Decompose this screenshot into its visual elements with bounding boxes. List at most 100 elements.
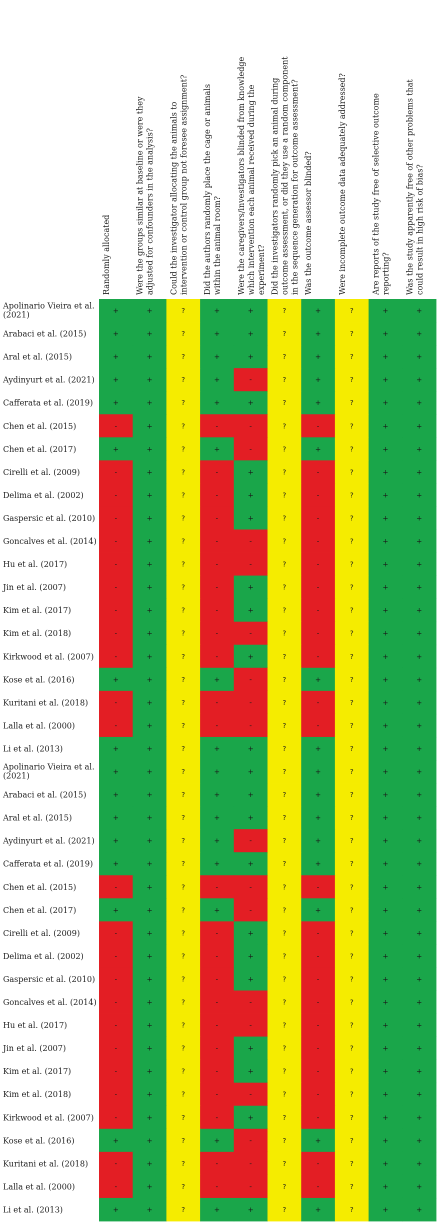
- rating-cell: [301, 967, 336, 991]
- rating-symbol: +: [315, 1206, 321, 1214]
- rating-cell: [267, 967, 302, 991]
- rating-symbol: +: [416, 561, 422, 569]
- rating-symbol: -: [317, 883, 320, 891]
- rating-symbol: -: [317, 1160, 320, 1168]
- rating-symbol: +: [383, 1068, 389, 1076]
- rating-cell: [402, 483, 437, 507]
- rating-symbol: +: [383, 906, 389, 914]
- rating-symbol: +: [383, 814, 389, 822]
- rating-symbol: ?: [350, 630, 354, 638]
- rating-symbol: +: [248, 929, 254, 937]
- study-label: Goncalves et al. (2014): [3, 537, 97, 546]
- rating-symbol: +: [383, 607, 389, 615]
- rating-symbol: +: [113, 906, 119, 914]
- rating-symbol: ?: [181, 837, 185, 845]
- rating-cell: [334, 1036, 369, 1061]
- rating-cell: [267, 345, 302, 369]
- rating-cell: [200, 299, 235, 323]
- rating-symbol: +: [416, 653, 422, 661]
- rating-symbol: +: [315, 307, 321, 315]
- rating-symbol: +: [315, 330, 321, 338]
- rating-symbol: +: [416, 538, 422, 546]
- rating-symbol: +: [416, 1160, 422, 1168]
- rating-symbol: -: [317, 1068, 320, 1076]
- rating-cell: [166, 898, 201, 922]
- rating-cell: [402, 783, 437, 807]
- rating-cell: [233, 1059, 268, 1084]
- rating-symbol: ?: [181, 1022, 185, 1030]
- rating-cell: [334, 760, 369, 784]
- rating-cell: [267, 575, 302, 600]
- rating-symbol: +: [248, 1045, 254, 1053]
- rating-cell: [166, 875, 201, 899]
- rating-cell: [166, 736, 201, 761]
- rating-symbol: -: [115, 699, 118, 707]
- rating-symbol: +: [214, 353, 220, 361]
- rating-cell: [368, 875, 403, 899]
- rating-symbol: +: [315, 353, 321, 361]
- rating-symbol: +: [113, 445, 119, 453]
- rating-symbol: -: [249, 837, 252, 845]
- rating-cell: [267, 1174, 302, 1199]
- rating-symbol: +: [147, 1160, 153, 1168]
- rating-symbol: ?: [181, 929, 185, 937]
- rating-cell: [166, 921, 201, 945]
- rating-cell: [99, 1059, 134, 1084]
- rating-cell: [402, 1105, 437, 1130]
- rating-cell: [200, 598, 235, 623]
- rating-symbol: ?: [181, 883, 185, 891]
- rating-cell: [166, 368, 201, 392]
- rating-symbol: ?: [282, 514, 286, 522]
- rating-cell: [132, 760, 167, 784]
- rating-cell: [334, 644, 369, 669]
- rating-cell: [200, 898, 235, 922]
- rating-symbol: +: [416, 768, 422, 776]
- rating-cell: [200, 483, 235, 507]
- rating-cell: [99, 299, 134, 323]
- rating-symbol: +: [416, 514, 422, 522]
- column-header: Could the investigator allocating the an…: [169, 75, 188, 295]
- rating-symbol: -: [249, 538, 252, 546]
- rating-cell: [132, 1059, 167, 1084]
- column-header: Were the caregivers/investigators blinde…: [237, 57, 266, 295]
- rating-symbol: +: [113, 1137, 119, 1145]
- rating-cell: [166, 1013, 201, 1037]
- rating-cell: [267, 1082, 302, 1107]
- rating-symbol: +: [416, 1091, 422, 1099]
- rating-symbol: ?: [282, 422, 286, 430]
- rating-symbol: ?: [181, 1137, 185, 1145]
- rating-symbol: -: [317, 975, 320, 983]
- rating-cell: [368, 368, 403, 392]
- rating-symbol: -: [216, 1183, 219, 1191]
- rating-symbol: +: [383, 561, 389, 569]
- rating-symbol: ?: [350, 1206, 354, 1214]
- rating-symbol: ?: [181, 514, 185, 522]
- rating-symbol: +: [113, 860, 119, 868]
- rating-cell: [99, 667, 134, 692]
- rating-symbol: +: [315, 376, 321, 384]
- rating-symbol: ?: [282, 1022, 286, 1030]
- study-label: Aral et al. (2015): [2, 814, 72, 823]
- rating-symbol: ?: [282, 307, 286, 315]
- rating-symbol: +: [147, 468, 153, 476]
- rating-symbol: +: [214, 1137, 220, 1145]
- rating-cell: [200, 345, 235, 369]
- rating-cell: [402, 967, 437, 991]
- rating-symbol: +: [383, 584, 389, 592]
- rating-symbol: +: [315, 860, 321, 868]
- rating-symbol: ?: [181, 1183, 185, 1191]
- rating-cell: [301, 713, 336, 738]
- rating-cell: [233, 1036, 268, 1061]
- rating-symbol: +: [147, 1137, 153, 1145]
- rating-cell: [301, 1082, 336, 1107]
- rating-cell: [99, 875, 134, 899]
- rating-symbol: ?: [282, 883, 286, 891]
- rating-cell: [99, 598, 134, 623]
- rating-symbol: +: [383, 768, 389, 776]
- rating-symbol: ?: [181, 422, 185, 430]
- rating-symbol: -: [115, 975, 118, 983]
- rating-symbol: ?: [350, 1160, 354, 1168]
- rating-cell: [99, 460, 134, 484]
- rating-symbol: +: [214, 906, 220, 914]
- rating-symbol: -: [115, 1091, 118, 1099]
